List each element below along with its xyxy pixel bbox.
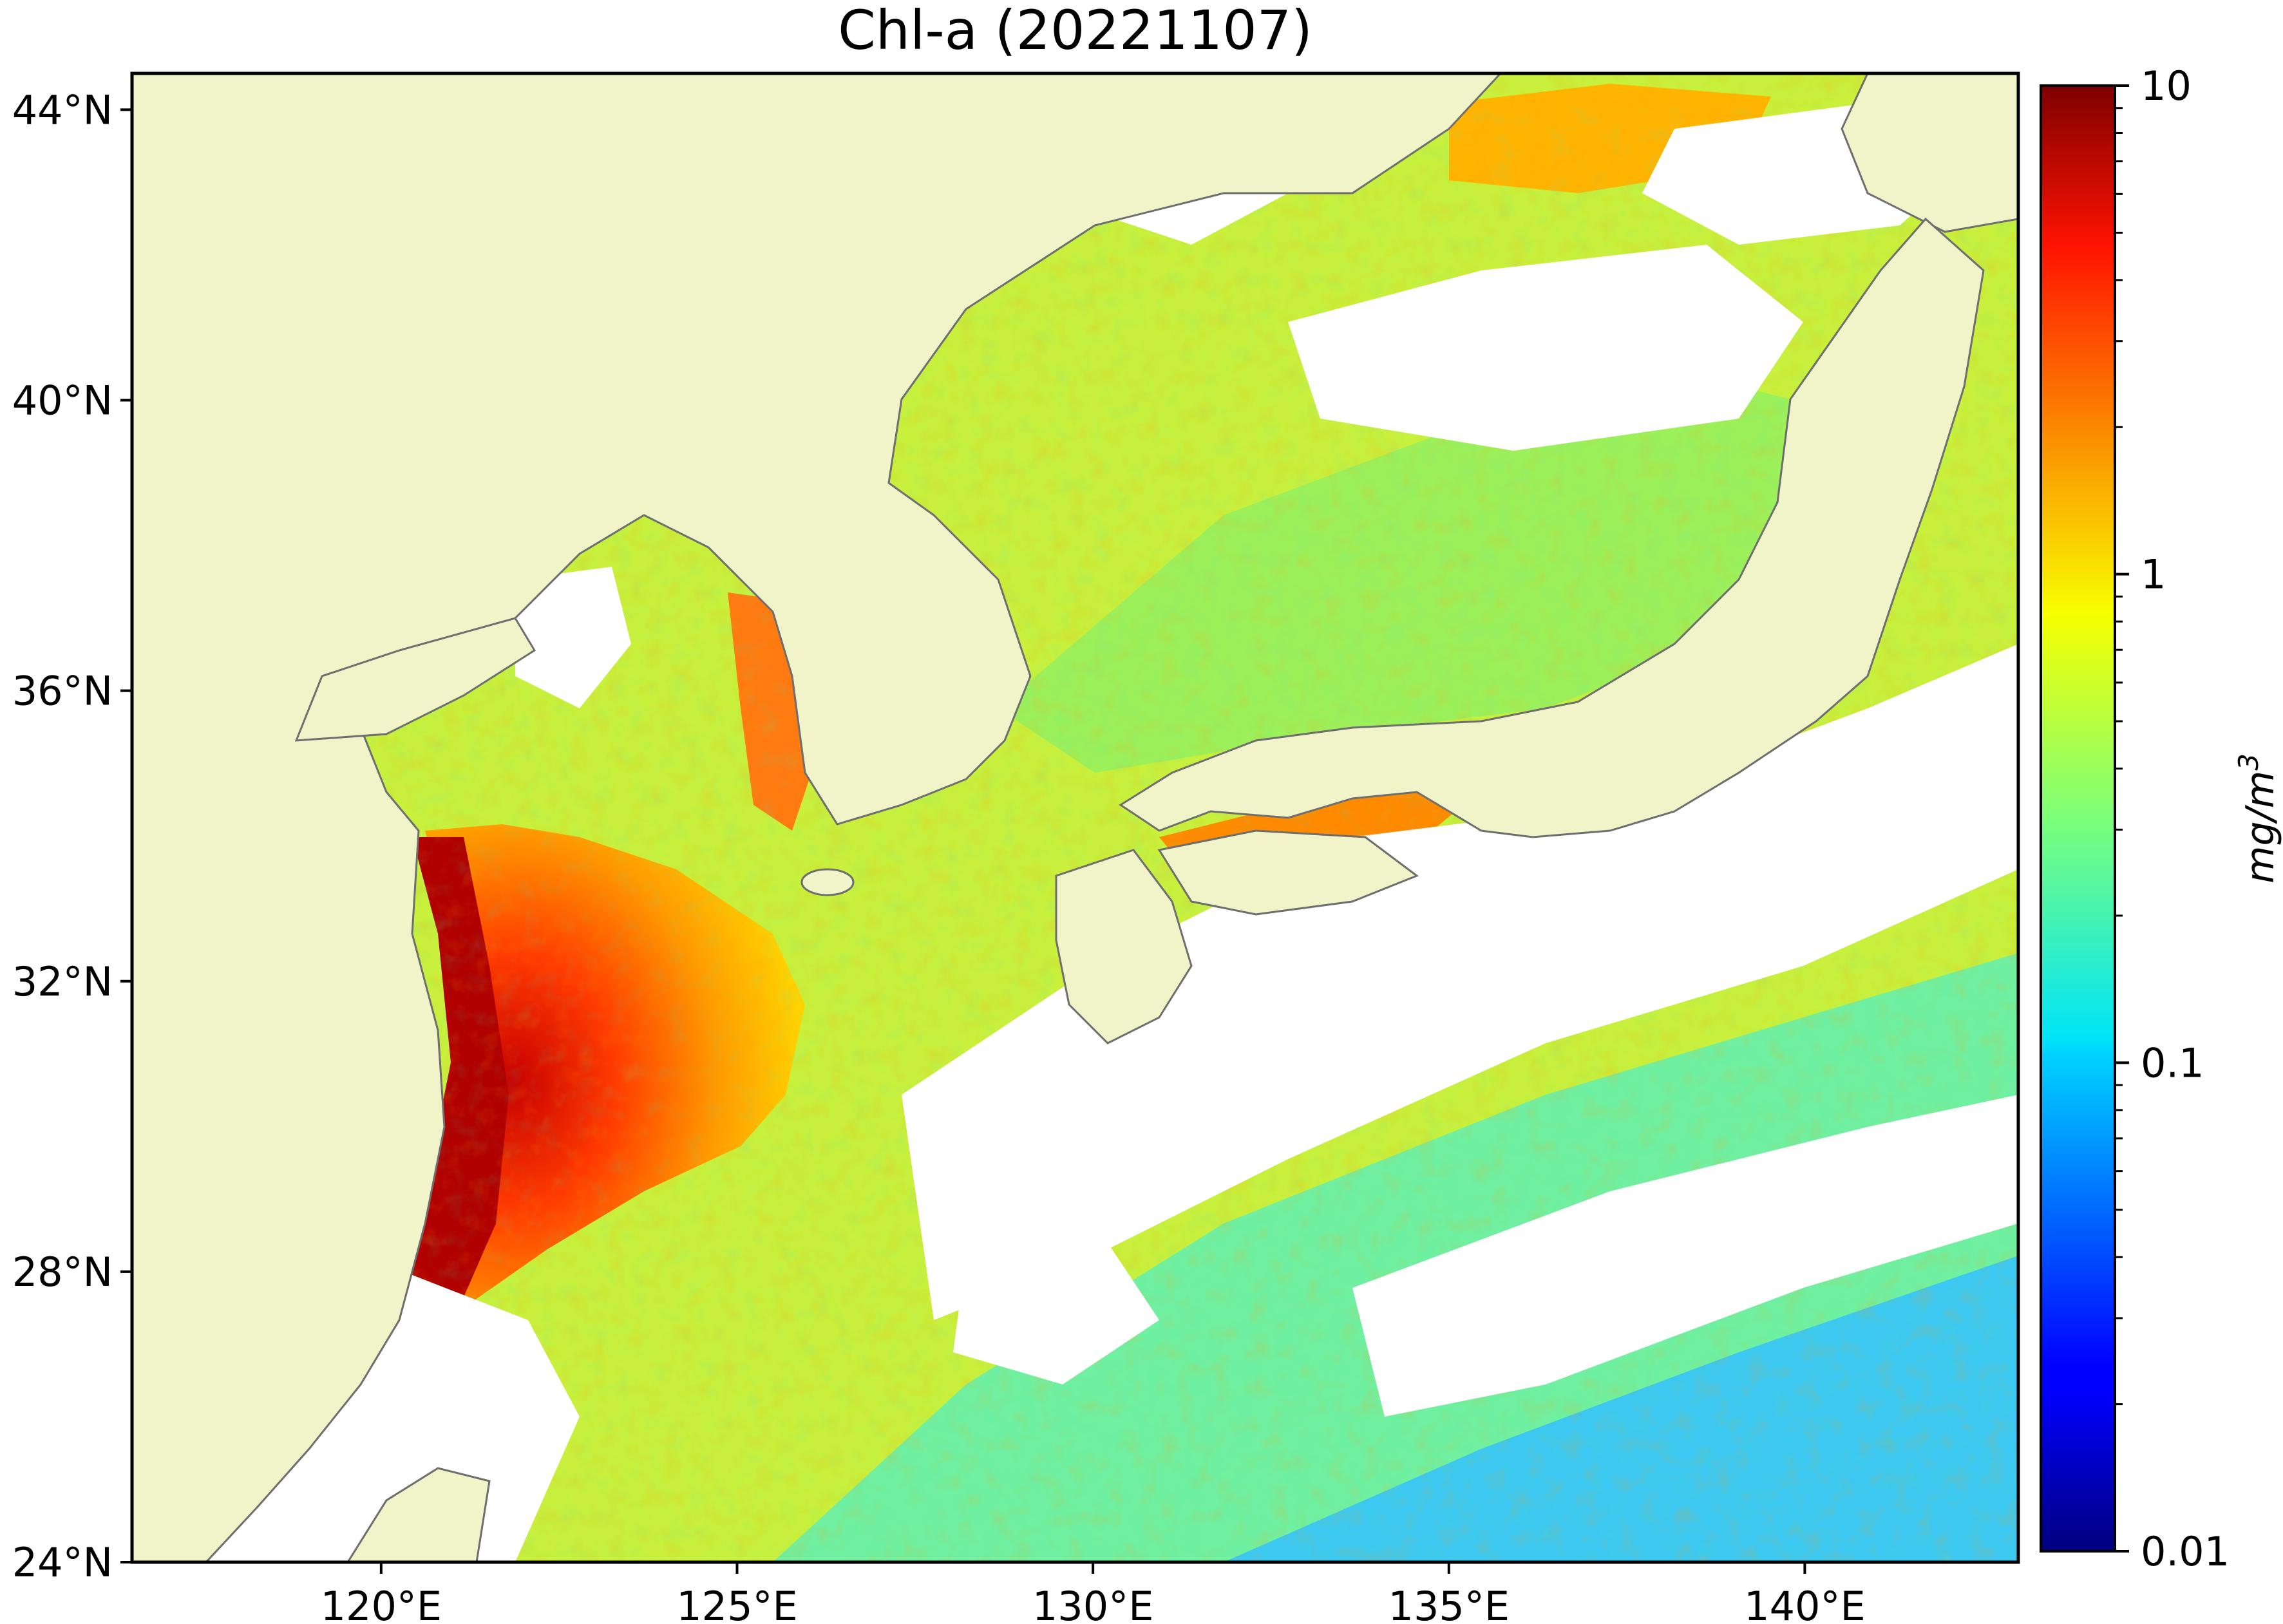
y-axis: 24°N 28°N 32°N 36°N 40°N 44°N bbox=[12, 86, 132, 1586]
x-tick-label-4: 140°E bbox=[1744, 1583, 1866, 1624]
land bbox=[132, 73, 2018, 1562]
y-tick-label-2: 32°N bbox=[12, 958, 113, 1005]
chart-title: Chl-a (20221107) bbox=[838, 0, 1312, 62]
y-tick-label-0: 24°N bbox=[12, 1539, 113, 1586]
colorbar-tick-label-1: 1 bbox=[2141, 551, 2166, 598]
colorbar-tick-label-0: 10 bbox=[2141, 62, 2192, 109]
colorbar-ticks: 10 1 0.1 0.01 bbox=[2115, 62, 2230, 1575]
colorbar-label-exponent: 3 bbox=[2233, 753, 2264, 771]
y-tick-label-4: 40°N bbox=[12, 377, 113, 424]
x-tick-label-0: 120°E bbox=[321, 1583, 442, 1624]
y-tick-label-1: 28°N bbox=[12, 1249, 113, 1296]
y-tick-label-5: 44°N bbox=[12, 86, 113, 133]
colorbar-tick-label-2: 0.1 bbox=[2141, 1039, 2204, 1086]
colorbar-label: mg/m3 bbox=[2233, 753, 2283, 883]
y-tick-label-3: 36°N bbox=[12, 668, 113, 715]
colorbar-gradient bbox=[2040, 84, 2116, 1553]
map-frame bbox=[130, 71, 2020, 1564]
colorbar-tick-label-3: 0.01 bbox=[2141, 1528, 2230, 1575]
x-tick-label-2: 130°E bbox=[1032, 1583, 1154, 1624]
x-tick-label-1: 125°E bbox=[676, 1583, 798, 1624]
x-tick-label-3: 135°E bbox=[1388, 1583, 1510, 1624]
x-axis: 120°E 125°E 130°E 135°E 140°E bbox=[321, 1562, 1866, 1624]
